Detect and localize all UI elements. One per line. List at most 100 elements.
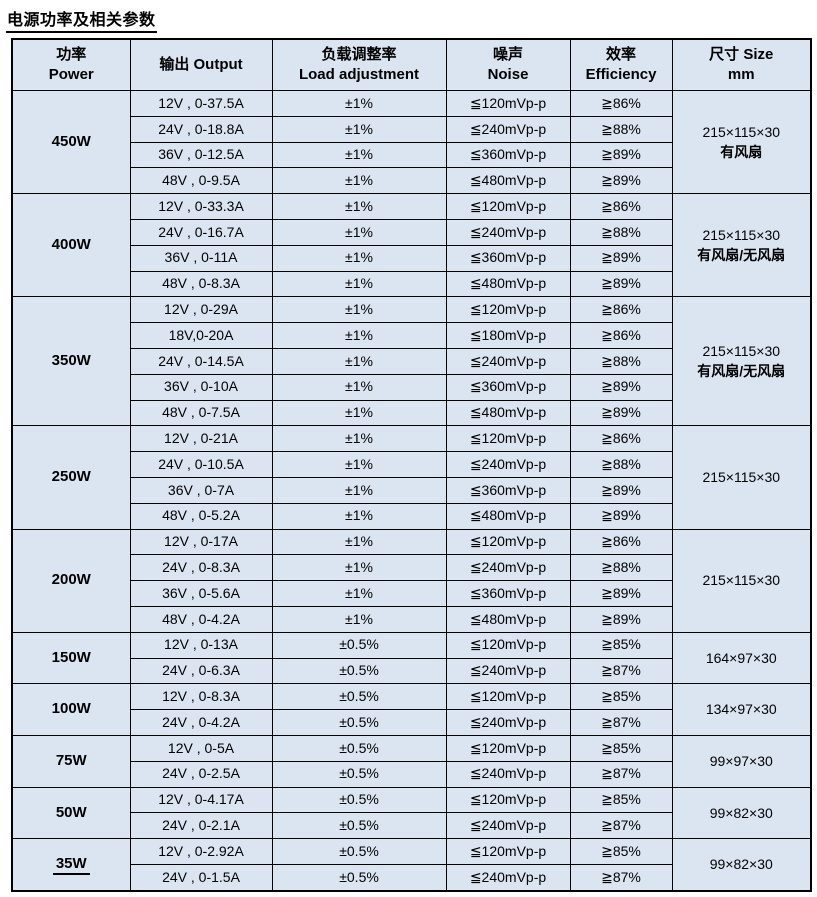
table-row: 48V , 0-8.3A ±1% ≦480mVp-p ≧89%	[12, 270, 811, 298]
size-cell: 215×115×30	[671, 425, 812, 530]
noise-cell: ≦240mVp-p	[445, 218, 571, 246]
noise-cell: ≦120mVp-p	[445, 734, 571, 762]
table-row: 75W 12V , 0-5A ±0.5% ≦120mVp-p ≧85% 99×97×30	[11, 734, 812, 788]
noise-cell: ≦240mVp-p	[445, 451, 571, 478]
power-label: 100W	[51, 700, 91, 718]
table-row: 250W 12V , 0-21A ±1% ≦120mVp-p ≧86% 215×115×3…	[11, 425, 812, 530]
load-adjustment-cell: ±1%	[271, 605, 447, 633]
load-adjustment-cell: ±0.5%	[271, 786, 447, 814]
noise-cell: ≦480mVp-p	[445, 167, 571, 195]
size-cell: 215×115×30	[671, 528, 812, 633]
efficiency-cell: ≧89%	[569, 580, 673, 607]
load-adjustment-cell: ±1%	[271, 218, 447, 246]
size-cell: 134×97×30	[671, 683, 812, 736]
output-cell: 12V , 0-21A	[129, 425, 273, 453]
table-row: 35W 12V , 0-2.92A ±0.5% ≦120mVp-p ≧85% 99×82×…	[11, 838, 812, 892]
column-header-power: 功率 Power	[11, 38, 131, 91]
noise-cell: ≦120mVp-p	[445, 528, 571, 556]
efficiency-cell: ≧88%	[569, 218, 673, 246]
load-adjustment-cell: ±0.5%	[271, 657, 447, 685]
size-line: 215×115×30	[702, 343, 781, 360]
column-header-output: 输出 Output	[129, 38, 273, 91]
column-header-size: 尺寸 Size mm	[671, 38, 812, 91]
load-adjustment-cell: ±1%	[271, 193, 447, 220]
table-row: 150W 12V , 0-13A ±0.5% ≦120mVp-p ≧85% 164×97×…	[11, 631, 812, 685]
output-cell: 12V , 0-33.3A	[129, 193, 273, 220]
power-cell: 250W	[11, 425, 131, 530]
table-row: 24V , 0-2.5A ±0.5% ≦240mVp-p ≧87%	[12, 760, 811, 788]
power-label: 75W	[55, 751, 87, 769]
table-body: 450W 12V , 0-37.5A ±1% ≦120mVp-p ≧86% 215×115…	[11, 89, 812, 892]
output-cell: 18V,0-20A	[129, 322, 273, 349]
load-adjustment-cell: ±1%	[271, 244, 447, 272]
load-adjustment-cell: ±1%	[271, 270, 447, 298]
load-adjustment-cell: ±1%	[271, 141, 447, 169]
noise-cell: ≦480mVp-p	[445, 502, 571, 530]
efficiency-cell: ≧86%	[569, 322, 673, 349]
efficiency-cell: ≧89%	[569, 373, 673, 401]
output-cell: 12V , 0-37.5A	[129, 90, 273, 117]
size-line: 164×97×30	[705, 649, 777, 666]
size-cell: 215×115×30 有风扇/无风扇	[671, 193, 812, 298]
efficiency-cell: ≧89%	[569, 476, 673, 504]
table-row: 24V , 0-2.1A ±0.5% ≦240mVp-p ≧87%	[12, 812, 811, 840]
table-row: 48V , 0-9.5A ±1% ≦480mVp-p ≧89%	[12, 167, 811, 195]
table-row: 24V , 0-10.5A ±1% ≦240mVp-p ≧88%	[12, 451, 811, 478]
table-row: 400W 12V , 0-33.3A ±1% ≦120mVp-p ≧86% 215×115…	[11, 193, 812, 298]
column-header-line: 效率	[605, 45, 636, 63]
size-line: 215×115×30	[702, 572, 781, 589]
size-line: 99×82×30	[709, 856, 773, 873]
output-cell: 48V , 0-9.5A	[129, 167, 273, 195]
load-adjustment-cell: ±1%	[271, 502, 447, 530]
output-cell: 12V , 0-29A	[129, 296, 273, 324]
power-label: 400W	[51, 236, 91, 254]
output-cell: 24V , 0-18.8A	[129, 115, 273, 143]
output-cell: 12V , 0-8.3A	[129, 683, 273, 711]
size-cell: 215×115×30 有风扇/无风扇	[671, 296, 812, 427]
noise-cell: ≦480mVp-p	[445, 270, 571, 298]
power-cell: 200W	[11, 528, 131, 633]
size-cell: 99×82×30	[671, 838, 812, 892]
output-cell: 48V , 0-4.2A	[129, 605, 273, 633]
noise-cell: ≦120mVp-p	[445, 193, 571, 220]
output-cell: 48V , 0-8.3A	[129, 270, 273, 298]
efficiency-cell: ≧85%	[569, 734, 673, 762]
noise-cell: ≦120mVp-p	[445, 683, 571, 711]
output-cell: 12V , 0-2.92A	[129, 838, 273, 865]
noise-cell: ≦120mVp-p	[445, 425, 571, 453]
load-adjustment-cell: ±1%	[271, 554, 447, 582]
output-cell: 36V , 0-7A	[129, 476, 273, 504]
column-header-line: Power	[48, 66, 94, 83]
load-adjustment-cell: ±0.5%	[271, 709, 447, 736]
column-header-load-adjustment: 负载调整率 Load adjustment	[271, 38, 447, 91]
efficiency-cell: ≧86%	[569, 193, 673, 220]
column-header-line: 噪声	[492, 45, 523, 63]
noise-cell: ≦120mVp-p	[445, 631, 571, 659]
load-adjustment-cell: ±1%	[271, 322, 447, 349]
header-row: 功率 Power 输出 Output 负载调整率 Load adjustment 噪声 No…	[11, 38, 812, 91]
column-header-line: Load adjustment	[298, 66, 419, 83]
power-label: 450W	[51, 132, 91, 150]
output-cell: 24V , 0-16.7A	[129, 218, 273, 246]
table-row: 450W 12V , 0-37.5A ±1% ≦120mVp-p ≧86% 215×115…	[11, 89, 812, 195]
output-cell: 24V , 0-2.5A	[129, 760, 273, 788]
noise-cell: ≦240mVp-p	[445, 812, 571, 840]
size-cell: 164×97×30	[671, 631, 812, 685]
power-label: 200W	[51, 571, 91, 589]
size-line: 134×97×30	[705, 701, 777, 718]
size-cell: 99×97×30	[671, 734, 812, 788]
noise-cell: ≦360mVp-p	[445, 141, 571, 169]
power-label: 50W	[55, 803, 87, 821]
table-row: 24V , 0-4.2A ±0.5% ≦240mVp-p ≧87%	[12, 709, 811, 736]
table-row: 48V , 0-4.2A ±1% ≦480mVp-p ≧89%	[12, 605, 811, 633]
table-row: 36V , 0-11A ±1% ≦360mVp-p ≧89%	[12, 244, 811, 272]
table-row: 24V , 0-16.7A ±1% ≦240mVp-p ≧88%	[12, 218, 811, 246]
efficiency-cell: ≧85%	[569, 838, 673, 865]
column-header-line: Noise	[487, 66, 529, 83]
load-adjustment-cell: ±1%	[271, 115, 447, 143]
power-cell: 50W	[11, 786, 131, 840]
load-adjustment-cell: ±1%	[271, 451, 447, 478]
size-line: 99×82×30	[709, 804, 773, 821]
efficiency-cell: ≧88%	[569, 115, 673, 143]
load-adjustment-cell: ±1%	[271, 167, 447, 195]
